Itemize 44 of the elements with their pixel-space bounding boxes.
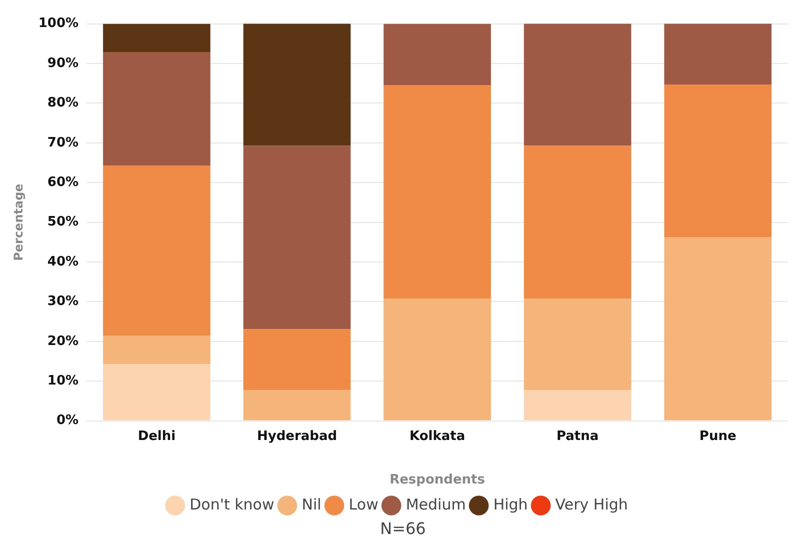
bar [664, 237, 772, 420]
legend-label: Don't know [190, 495, 274, 514]
y-tick-label: 10% [47, 373, 79, 388]
bar [524, 298, 632, 390]
bar [664, 84, 772, 238]
bar [524, 24, 632, 146]
y-tick-label: 70% [47, 135, 79, 150]
x-tick-label: Pune [699, 428, 736, 444]
bar [384, 298, 491, 420]
y-tick-label: 90% [47, 56, 79, 71]
legend-label: Nil [302, 495, 322, 514]
bar [103, 166, 210, 336]
y-tick-label: 30% [47, 294, 79, 310]
bar [103, 336, 210, 364]
legend-label: High [493, 495, 528, 514]
text: N=66 [379, 519, 427, 538]
bar [243, 329, 351, 390]
bar [384, 24, 491, 85]
bar [103, 52, 210, 166]
x-tick-label: Hyderabad [256, 428, 338, 444]
x-tick-label: Delhi [138, 428, 176, 444]
bar [664, 24, 772, 85]
y-tick-label: 40% [47, 254, 79, 270]
y-tick-label: 0% [56, 413, 79, 428]
y-tick-label: 60% [47, 174, 79, 190]
x-tick-label: Patna [556, 428, 599, 444]
y-tick-label: 80% [47, 96, 79, 111]
bar [384, 84, 491, 299]
y-tick-label: 20% [47, 334, 79, 349]
x-tick-label: Kolkata [409, 428, 466, 444]
bar [103, 24, 210, 52]
legend-label: Very High [555, 495, 628, 514]
bar [243, 146, 351, 330]
x-axis-title: Respondents [390, 472, 486, 488]
legend-label: Medium [406, 495, 466, 514]
bar [103, 364, 210, 420]
bar [524, 146, 632, 299]
bar [524, 390, 632, 420]
bar [243, 390, 351, 420]
y-axis-title: Percentage [11, 184, 26, 261]
bar [243, 24, 351, 146]
y-tick-label: 50% [47, 214, 79, 230]
legend-label: Low [348, 495, 378, 514]
y-tick-label: 100% [38, 16, 79, 32]
